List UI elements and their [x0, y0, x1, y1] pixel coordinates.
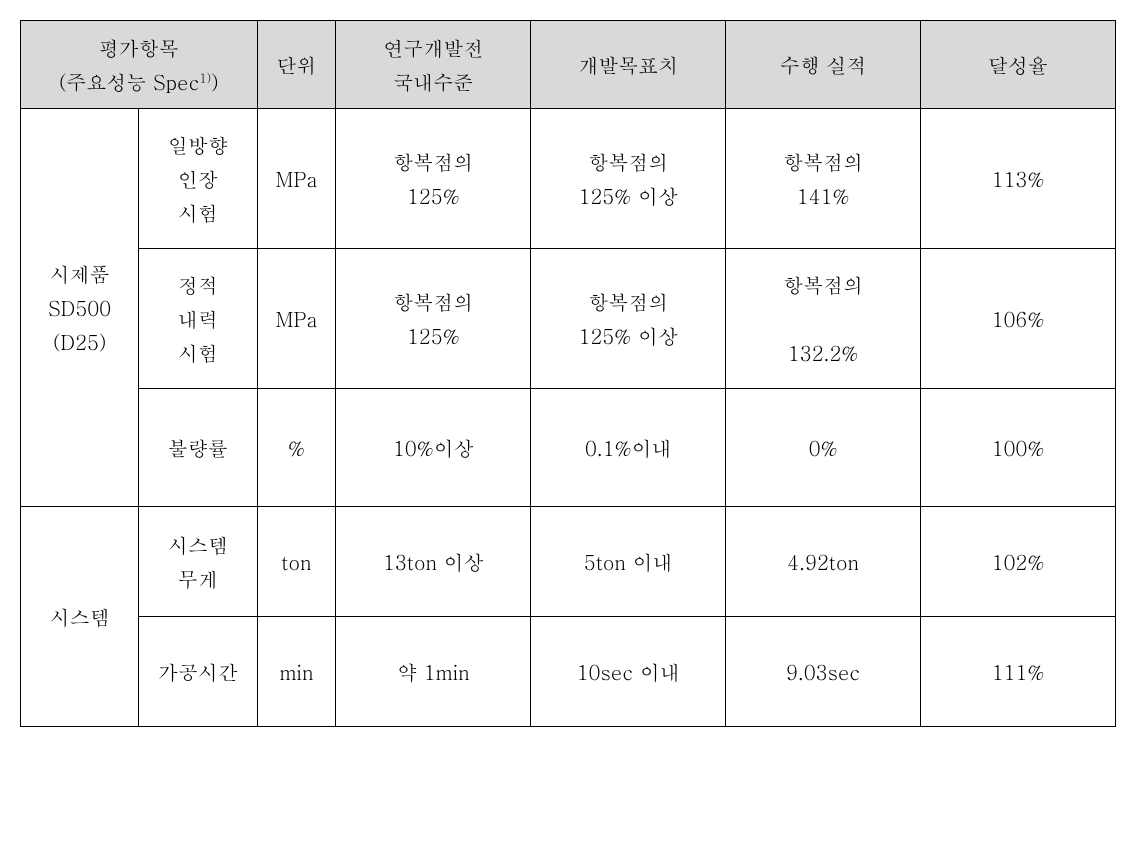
cell-rate: 100%	[921, 389, 1116, 507]
cell-rate: 102%	[921, 507, 1116, 617]
table-row: 불량률 % 10%이상 0.1%이내 0% 100%	[21, 389, 1116, 507]
spec-table: 평가항목 (주요성능 Spec1)) 단위 연구개발전 국내수준 개발목표치 수…	[20, 20, 1116, 727]
header-eval-line2-pre: (주요성능 Spec	[59, 67, 200, 96]
header-row: 평가항목 (주요성능 Spec1)) 단위 연구개발전 국내수준 개발목표치 수…	[21, 21, 1116, 109]
header-result: 수행 실적	[726, 21, 921, 109]
cell-rate: 106%	[921, 249, 1116, 389]
cell-rate: 111%	[921, 617, 1116, 727]
cell-result: 항복점의 132.2%	[726, 249, 921, 389]
cell-rate: 113%	[921, 109, 1116, 249]
cell-result: 0%	[726, 389, 921, 507]
cell-target: 5ton 이내	[531, 507, 726, 617]
cell-target: 10sec 이내	[531, 617, 726, 727]
cell-domestic: 항복점의 125%	[336, 249, 531, 389]
cell-domestic: 10%이상	[336, 389, 531, 507]
cell-unit: MPa	[257, 109, 336, 249]
cell-result: 4.92ton	[726, 507, 921, 617]
cell-unit: MPa	[257, 249, 336, 389]
cell-domestic: 항복점의 125%	[336, 109, 531, 249]
group-prototype: 시제품 SD500 (D25)	[21, 109, 139, 507]
cell-domestic: 약 1min	[336, 617, 531, 727]
header-domestic: 연구개발전 국내수준	[336, 21, 531, 109]
table-row: 시스템 시스템 무게 ton 13ton 이상 5ton 이내 4.92ton …	[21, 507, 1116, 617]
header-eval-line1: 평가항목	[99, 33, 179, 62]
cell-result: 항복점의 141%	[726, 109, 921, 249]
header-eval-line2-post: )	[211, 67, 219, 96]
cell-target: 0.1%이내	[531, 389, 726, 507]
table-row: 시제품 SD500 (D25) 일방향 인장 시험 MPa 항복점의 125% …	[21, 109, 1116, 249]
table-row: 정적 내력 시험 MPa 항복점의 125% 항복점의 125% 이상 항복점의…	[21, 249, 1116, 389]
sub-static: 정적 내력 시험	[139, 249, 257, 389]
header-eval-sup: 1)	[199, 69, 211, 86]
header-eval-item: 평가항목 (주요성능 Spec1))	[21, 21, 258, 109]
header-unit: 단위	[257, 21, 336, 109]
sub-time: 가공시간	[139, 617, 257, 727]
sub-tensile: 일방향 인장 시험	[139, 109, 257, 249]
cell-unit: min	[257, 617, 336, 727]
cell-domestic: 13ton 이상	[336, 507, 531, 617]
cell-target: 항복점의 125% 이상	[531, 109, 726, 249]
header-rate: 달성율	[921, 21, 1116, 109]
table-row: 가공시간 min 약 1min 10sec 이내 9.03sec 111%	[21, 617, 1116, 727]
cell-result: 9.03sec	[726, 617, 921, 727]
sub-defect: 불량률	[139, 389, 257, 507]
group-system: 시스템	[21, 507, 139, 727]
cell-unit: ton	[257, 507, 336, 617]
cell-unit: %	[257, 389, 336, 507]
cell-target: 항복점의 125% 이상	[531, 249, 726, 389]
sub-weight: 시스템 무게	[139, 507, 257, 617]
header-target: 개발목표치	[531, 21, 726, 109]
